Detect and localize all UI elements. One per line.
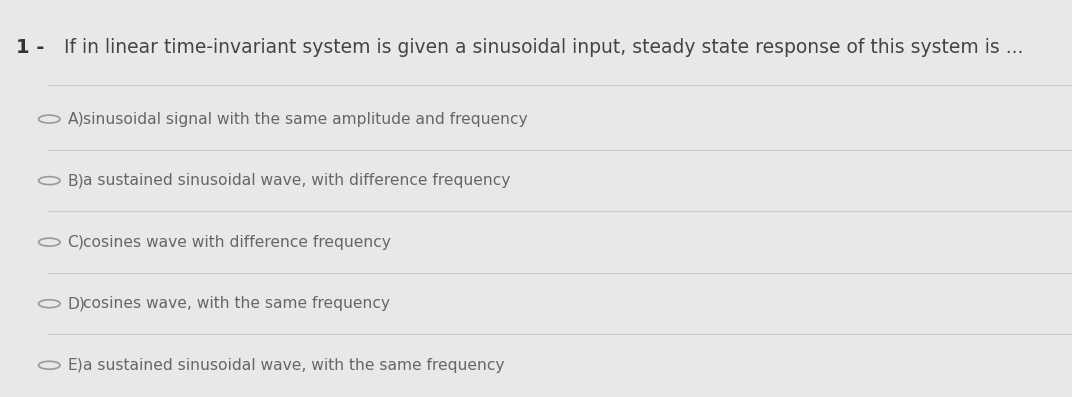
Text: cosines wave, with the same frequency: cosines wave, with the same frequency bbox=[83, 296, 389, 311]
Text: A): A) bbox=[68, 112, 85, 127]
Text: B): B) bbox=[68, 173, 85, 188]
Text: E): E) bbox=[68, 358, 84, 373]
Text: D): D) bbox=[68, 296, 86, 311]
Text: 1 -: 1 - bbox=[16, 38, 44, 57]
Text: cosines wave with difference frequency: cosines wave with difference frequency bbox=[83, 235, 390, 250]
Text: a sustained sinusoidal wave, with difference frequency: a sustained sinusoidal wave, with differ… bbox=[83, 173, 510, 188]
Text: If in linear time-invariant system is given a sinusoidal input, steady state res: If in linear time-invariant system is gi… bbox=[64, 38, 1024, 57]
Text: sinusoidal signal with the same amplitude and frequency: sinusoidal signal with the same amplitud… bbox=[83, 112, 527, 127]
Text: a sustained sinusoidal wave, with the same frequency: a sustained sinusoidal wave, with the sa… bbox=[83, 358, 504, 373]
Text: C): C) bbox=[68, 235, 85, 250]
